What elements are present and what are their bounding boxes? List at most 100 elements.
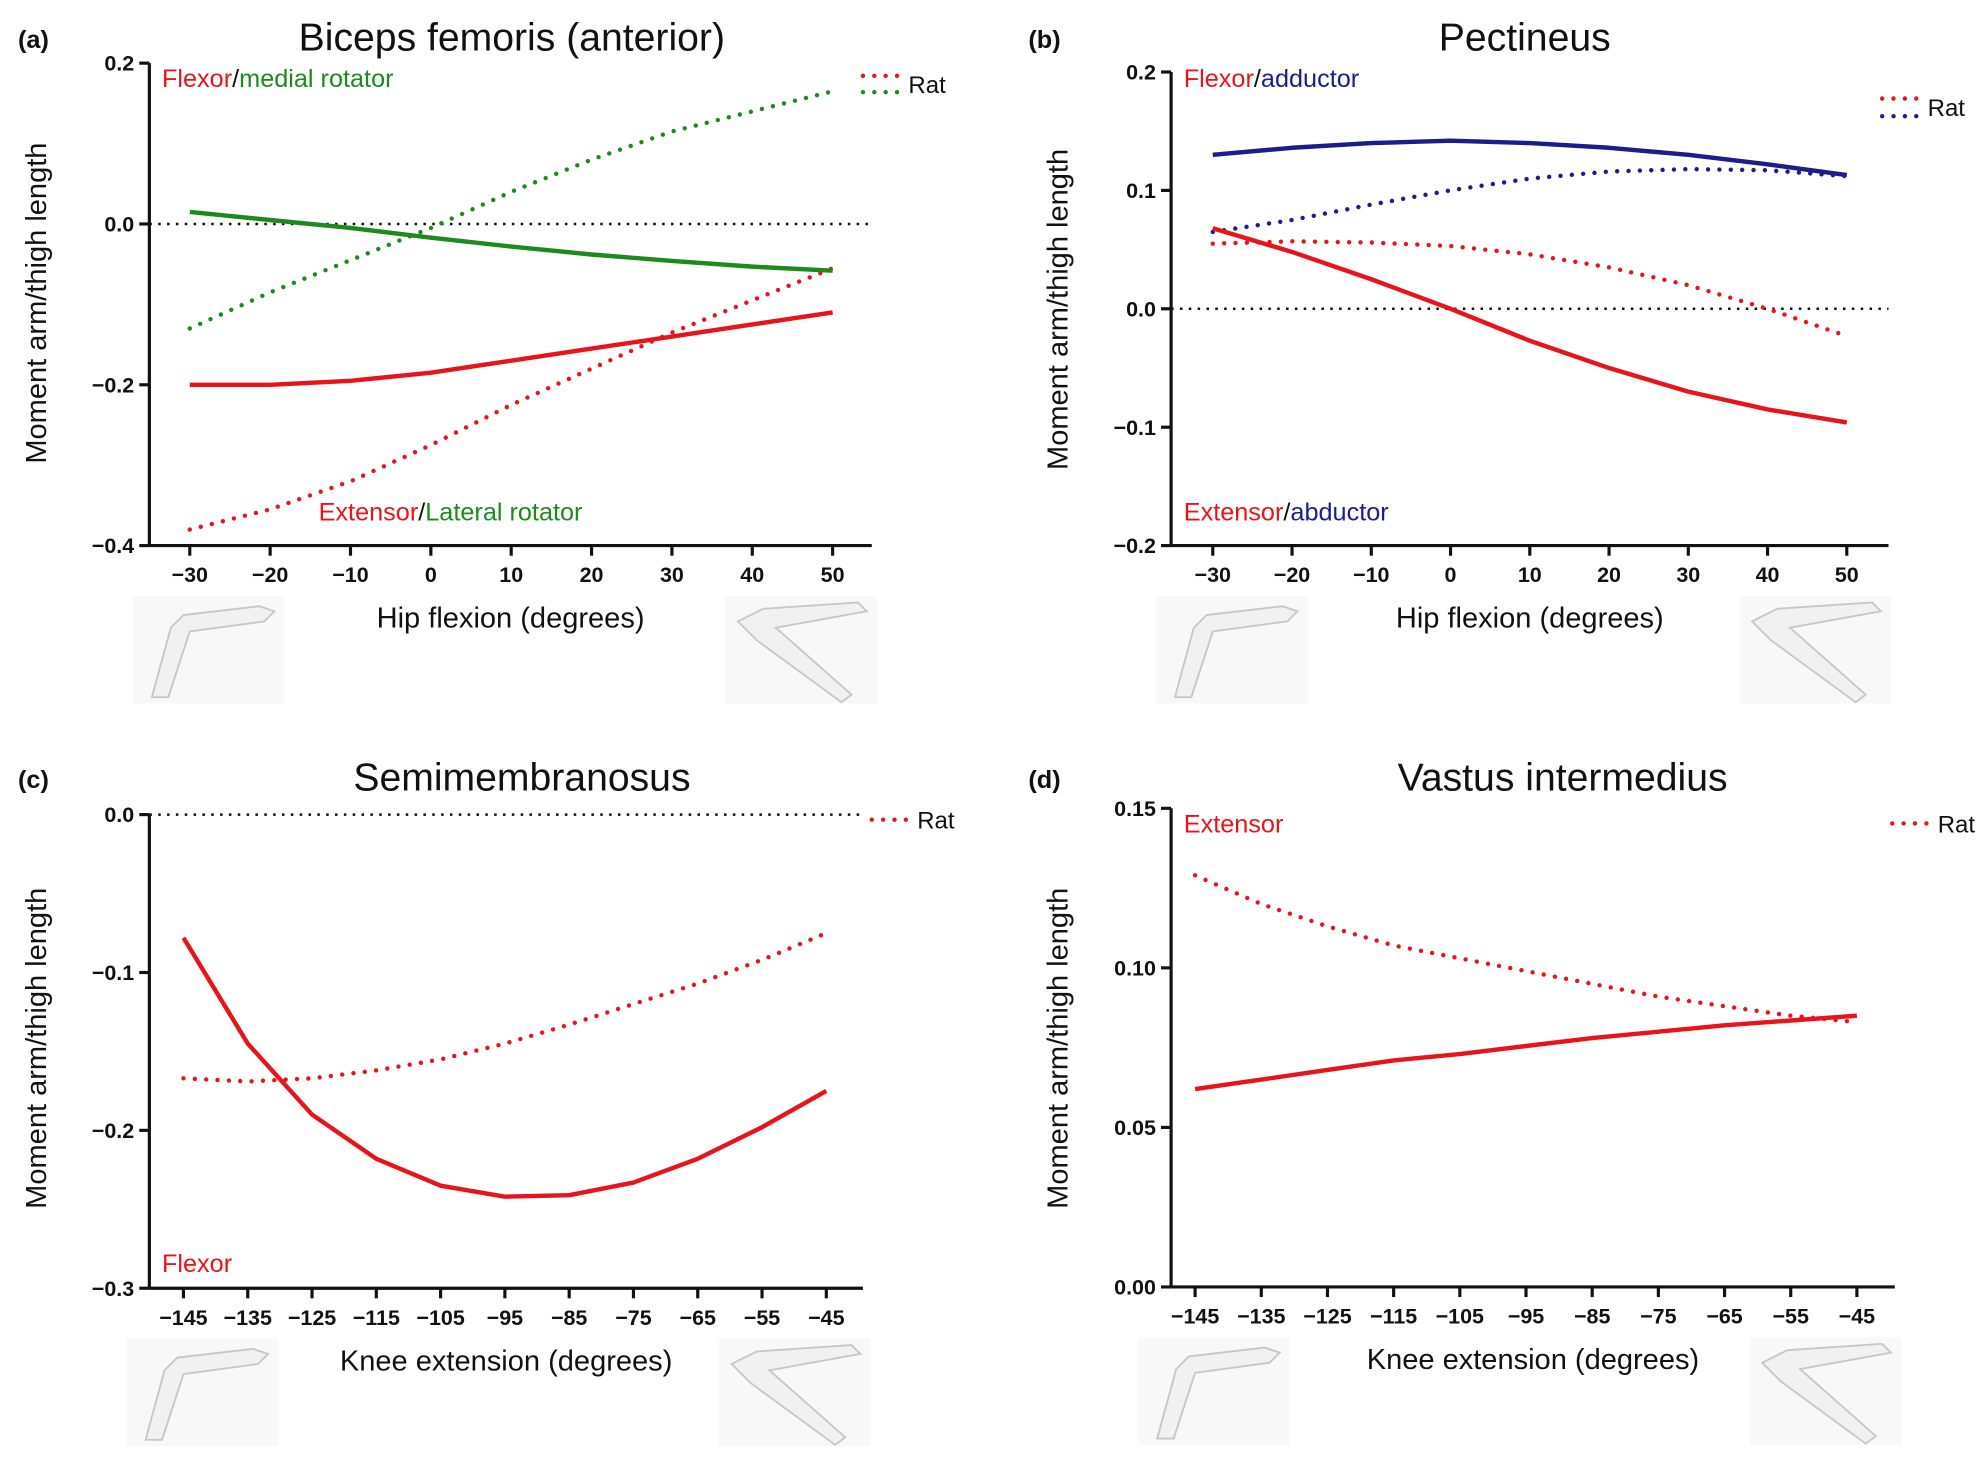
series-red-dotted <box>1210 239 1850 339</box>
panel-label: (d) <box>1028 766 1060 794</box>
annotation-label: Extensor <box>1184 810 1284 838</box>
y-tick-label: 0.0 <box>1126 297 1156 321</box>
y-tick-label: −0.1 <box>1114 416 1156 440</box>
series-red-solid <box>189 310 833 388</box>
x-tick-label: −135 <box>1237 1305 1285 1329</box>
legend-label: Rat <box>1928 95 1966 122</box>
y-axis-label: Moment arm/thigh length <box>1043 888 1075 1209</box>
y-tick-label: −0.2 <box>1114 534 1156 558</box>
x-tick-label: −45 <box>1839 1305 1875 1329</box>
x-axis-label: Hip flexion (degrees) <box>1396 603 1664 635</box>
bone-icon <box>144 1347 270 1441</box>
x-tick-label: −55 <box>744 1306 780 1330</box>
legend-label: Rat <box>908 72 946 99</box>
annotation-part: medial rotator <box>239 65 393 93</box>
bone-illustration-right <box>725 596 877 704</box>
series-red-dotted <box>187 266 835 532</box>
panel-label: (c) <box>18 766 49 794</box>
series-red-solid <box>1194 1013 1858 1092</box>
x-tick-label: 40 <box>740 563 764 587</box>
x-tick-label: 10 <box>499 563 523 587</box>
chart-title: Semimembranosus <box>353 757 690 800</box>
bone-icon <box>1155 1346 1282 1440</box>
x-tick-label: −135 <box>224 1306 272 1330</box>
bone-icon <box>1750 601 1883 704</box>
y-tick-label: −0.2 <box>92 1119 134 1143</box>
y-tick-label: 0.0 <box>104 803 134 827</box>
y-axis-label: Moment arm/thigh length <box>1043 149 1075 470</box>
series-green-dotted <box>187 89 835 331</box>
bone-illustration-right <box>1749 1337 1902 1445</box>
bone-illustration-left <box>1155 596 1308 704</box>
y-tick-label: 0.2 <box>1126 61 1156 85</box>
x-tick-label: 20 <box>1597 563 1621 587</box>
x-tick-label: −125 <box>288 1306 336 1330</box>
y-tick-label: 0.2 <box>104 52 134 76</box>
annotation-part: abductor <box>1290 498 1388 526</box>
bone-icon <box>736 601 869 704</box>
annotation-label: Extensor/abductor <box>1184 498 1389 526</box>
x-tick-label: 50 <box>821 563 845 587</box>
panel-b: (b) Pectineus 0.2 0.1 0.0 −0.1 −0.2 −30 −20 −10 0 1… <box>1028 17 1965 704</box>
x-tick-label: −10 <box>332 563 368 587</box>
series-red-dotted <box>1192 873 1860 1025</box>
legend: Rat <box>869 808 955 835</box>
legend-label: Rat <box>917 808 955 835</box>
annotation-part: / <box>232 65 240 93</box>
annotation-part: Lateral rotator <box>425 498 582 526</box>
x-tick-label: −145 <box>1171 1305 1219 1329</box>
x-tick-label: 0 <box>1445 563 1457 587</box>
series-blue-solid <box>1212 138 1848 178</box>
x-tick-label: −20 <box>1274 563 1310 587</box>
x-tick-label: 20 <box>580 563 604 587</box>
y-tick-label: 0.0 <box>104 213 134 237</box>
x-tick-label: −115 <box>353 1306 400 1330</box>
x-tick-label: −115 <box>1370 1305 1417 1329</box>
x-tick-label: 30 <box>660 563 684 587</box>
x-tick-label: 40 <box>1756 563 1780 587</box>
x-tick-label: 30 <box>1676 563 1700 587</box>
x-axis-label: Hip flexion (degrees) <box>377 603 645 635</box>
chart-title: Pectineus <box>1439 17 1611 60</box>
x-tick-label: −30 <box>1195 563 1231 587</box>
x-tick-label: −10 <box>1353 563 1389 587</box>
series-blue-dotted <box>1210 166 1850 235</box>
y-tick-label: 0.00 <box>1114 1276 1156 1300</box>
y-tick-label: 0.05 <box>1114 1116 1156 1140</box>
bone-illustration-left <box>132 596 285 704</box>
legend: Rat <box>860 72 946 99</box>
annotation-label: Flexor/medial rotator <box>162 65 394 93</box>
annotation-part: adductor <box>1261 65 1359 93</box>
annotation-part: Extensor <box>319 498 419 526</box>
series-red-dotted <box>181 930 829 1084</box>
bone-illustration-left <box>1138 1337 1290 1445</box>
x-tick-label: −85 <box>551 1306 587 1330</box>
bone-icon <box>1173 605 1300 699</box>
x-tick-label: −145 <box>159 1306 207 1330</box>
annotation-part: Extensor <box>1184 810 1284 838</box>
y-tick-label: −0.3 <box>92 1277 134 1301</box>
panel-a: (a) Biceps femoris (anterior) 0.2 0.0 −0.2 −0… <box>18 17 946 704</box>
x-tick-label: 50 <box>1835 563 1859 587</box>
x-tick-label: −55 <box>1773 1305 1809 1329</box>
series-green-solid <box>189 209 833 273</box>
x-axis-label: Knee extension (degrees) <box>340 1345 672 1377</box>
annotation-label: Flexor <box>162 1250 232 1278</box>
bone-icon <box>150 605 277 699</box>
bone-illustration-right <box>718 1338 871 1447</box>
annotation-part: Flexor <box>162 1250 232 1278</box>
bone-icon <box>1760 1342 1893 1445</box>
annotation-part: / <box>418 498 426 526</box>
y-tick-label: 0.15 <box>1114 797 1156 821</box>
legend-label: Rat <box>1938 811 1976 838</box>
annotation-part: / <box>1283 498 1291 526</box>
chart-title: Vastus intermedius <box>1398 757 1728 800</box>
y-tick-label: −0.4 <box>92 534 134 558</box>
y-axis-label: Moment arm/thigh length <box>21 143 53 464</box>
panel-c: (c) Semimembranosus 0.0 −0.1 −0.2 −0.3 −145 −13… <box>18 757 955 1447</box>
bone-illustration-left <box>126 1338 279 1447</box>
annotation-part: Flexor <box>162 65 232 93</box>
x-tick-label: −30 <box>172 563 208 587</box>
x-tick-label: −75 <box>1640 1305 1676 1329</box>
panel-label: (a) <box>18 26 49 54</box>
